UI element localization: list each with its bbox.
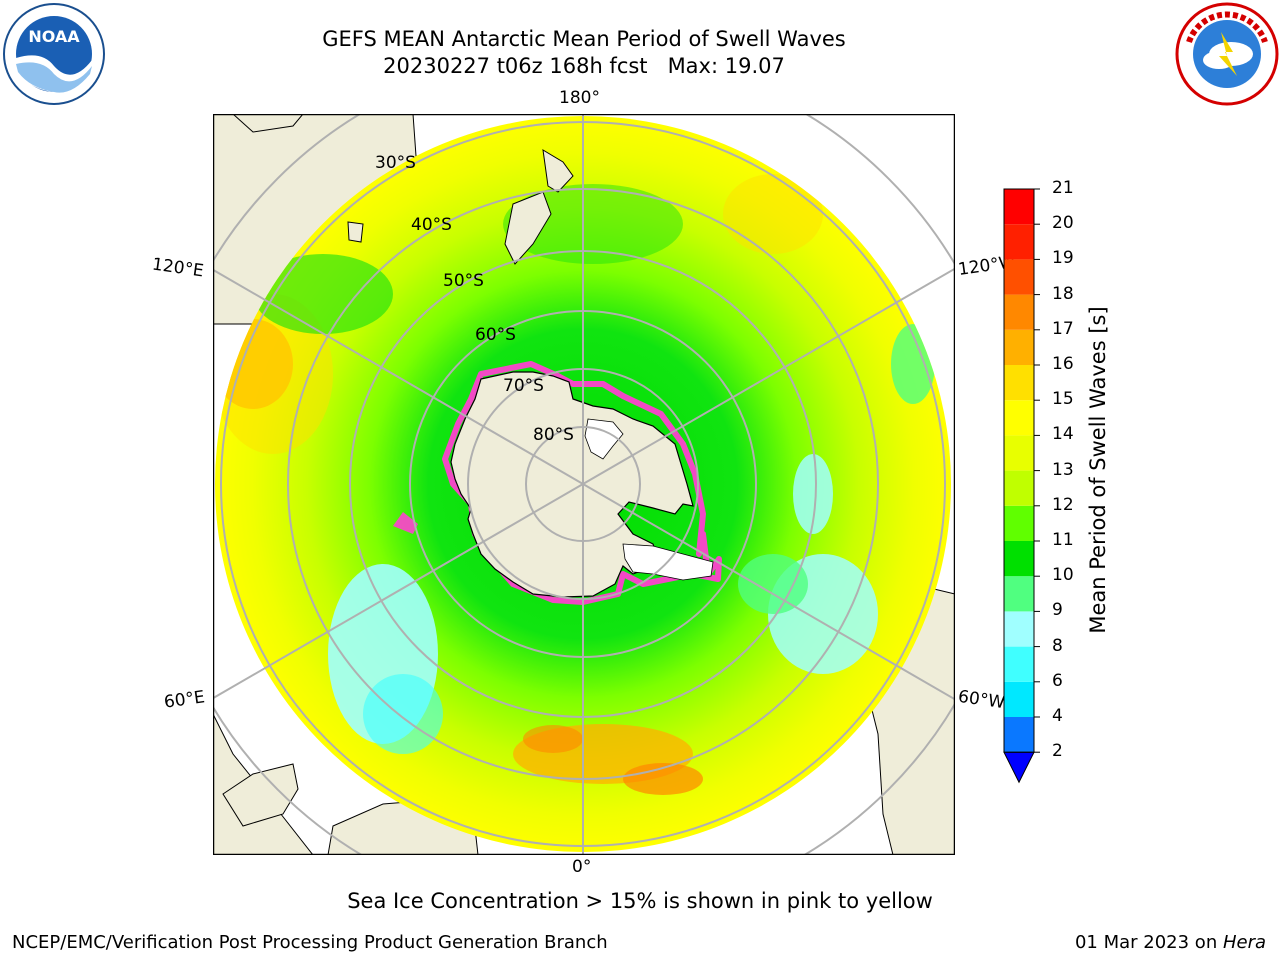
- colorbar-title: Mean Period of Swell Waves [s]: [1086, 306, 1110, 634]
- colorbar-tick-label: 13: [1052, 459, 1074, 480]
- sea-ice-caption: Sea Ice Concentration > 15% is shown in …: [347, 889, 933, 913]
- lon-label-60e: 60°E: [162, 687, 207, 713]
- colorbar-bin: [1004, 365, 1034, 401]
- colorbar-bin: [1004, 294, 1034, 330]
- noaa-logo-text: NOAA: [28, 27, 80, 46]
- lat-label-40s: 40°S: [411, 215, 452, 235]
- colorbar-bin: [1004, 576, 1034, 612]
- colorbar-tick-label: 11: [1052, 530, 1074, 550]
- colorbar-bin: [1004, 470, 1034, 506]
- colorbar-tick-label: 10: [1052, 565, 1074, 586]
- colorbar-bin: [1004, 505, 1034, 541]
- colorbar-bin: [1004, 681, 1034, 717]
- colorbar-tick-label: 9: [1052, 600, 1063, 621]
- lat-label-60s: 60°S: [475, 325, 516, 345]
- colorbar-tick-label: 15: [1052, 389, 1074, 410]
- lon-label-180: 180°: [559, 88, 600, 108]
- noaa-logo: NOAA: [3, 3, 105, 105]
- colorbar-bin: [1004, 329, 1034, 365]
- colorbar-bin: [1004, 189, 1034, 225]
- colorbar-tick-label: 2: [1052, 741, 1063, 762]
- lat-label-50s: 50°S: [443, 271, 484, 291]
- colorbar-tick-label: 21: [1052, 178, 1074, 198]
- nws-logo: [1175, 2, 1279, 106]
- colorbar-bin: [1004, 541, 1034, 577]
- colorbar-tick-label: 4: [1052, 706, 1063, 726]
- colorbar-bin: [1004, 259, 1034, 295]
- colorbar-extend-arrow: [1003, 751, 1035, 784]
- footer-date: 01 Mar 2023 on Hera: [1075, 932, 1266, 953]
- footer-branch: NCEP/EMC/Verification Post Processing Pr…: [12, 932, 608, 953]
- colorbar-tick-label: 12: [1052, 494, 1074, 515]
- colorbar-bin: [1004, 646, 1034, 682]
- colorbar-tick-label: 14: [1052, 424, 1074, 445]
- lat-label-30s: 30°S: [375, 153, 416, 173]
- colorbar-tick-label: 16: [1052, 354, 1074, 374]
- lat-label-80s: 80°S: [533, 425, 574, 445]
- colorbar-tick-label: 18: [1052, 283, 1074, 304]
- colorbar-bin: [1004, 611, 1034, 647]
- colorbar-tick-label: 17: [1052, 318, 1074, 339]
- colorbar-tick-label: 8: [1052, 635, 1063, 656]
- colorbar-tick-label: 19: [1052, 248, 1074, 269]
- colorbar-bin: [1004, 435, 1034, 471]
- colorbar-tick-label: 20: [1052, 213, 1074, 234]
- colorbar-bin: [1004, 224, 1034, 260]
- footer-date-text: 01 Mar 2023 on: [1074, 932, 1223, 953]
- colorbar-bin: [1004, 400, 1034, 436]
- lon-label-120e: 120°E: [150, 254, 205, 282]
- antarctic-swell-period-map: 30°S 40°S 50°S 60°S 70°S 80°S: [213, 114, 955, 855]
- footer-host: Hera: [1222, 932, 1266, 953]
- colorbar: [1003, 188, 1040, 784]
- map-subtitle: 20230227 t06z 168h fcst Max: 19.07: [383, 54, 785, 78]
- colorbar-tick-label: 6: [1052, 670, 1063, 691]
- lon-label-0: 0°: [572, 857, 592, 877]
- lat-label-70s: 70°S: [503, 376, 544, 396]
- map-title: GEFS MEAN Antarctic Mean Period of Swell…: [322, 27, 846, 51]
- lon-label-60w: 60°W: [956, 686, 1007, 714]
- colorbar-bin: [1004, 717, 1034, 753]
